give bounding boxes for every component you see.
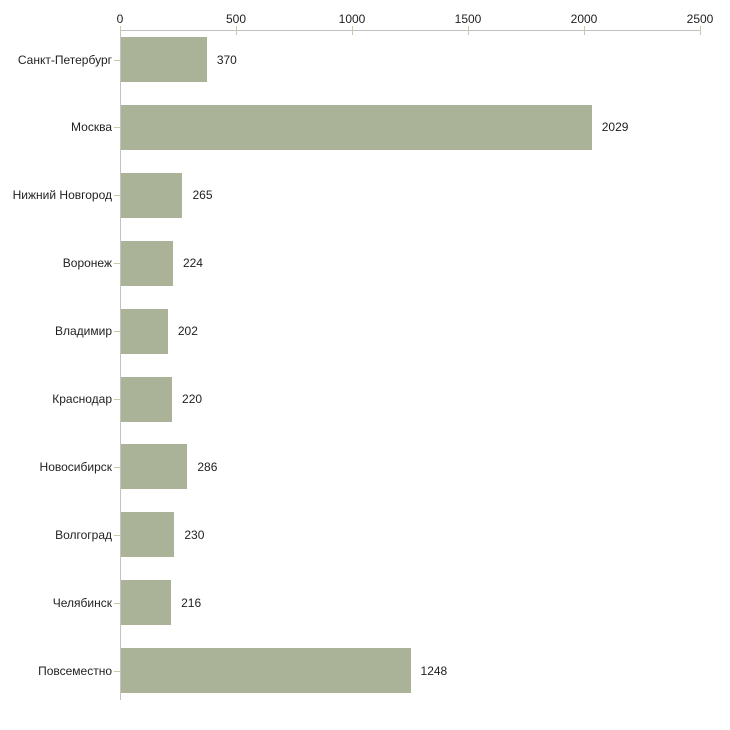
- value-label: 286: [197, 459, 218, 474]
- value-label: 265: [192, 188, 213, 203]
- x-axis-tick-label: 2000: [570, 12, 598, 26]
- bar-5: [121, 308, 168, 354]
- x-axis-tick-mark: [120, 26, 121, 35]
- value-label: 224: [182, 256, 203, 271]
- y-axis-tick-mark: [114, 534, 120, 536]
- y-axis-tick-mark: [114, 195, 120, 197]
- value-label: 220: [182, 392, 203, 406]
- bar-9: [121, 580, 172, 626]
- value-label: 216: [181, 595, 202, 610]
- y-axis-line: [120, 30, 121, 700]
- x-axis-tick-label: 2500: [686, 12, 714, 26]
- bar-2: [121, 104, 592, 150]
- category-label: Повсеместно: [38, 663, 112, 678]
- x-axis-tick-label: 0: [116, 12, 124, 26]
- x-axis-tick-mark: [700, 26, 701, 35]
- category-label: Новосибирск: [39, 459, 112, 474]
- category-label: Волгоград: [55, 527, 112, 542]
- category-label: Владимир: [54, 324, 112, 339]
- x-axis-tick-mark: [236, 26, 237, 35]
- category-label: Воронеж: [62, 256, 112, 271]
- bar-8: [121, 512, 175, 558]
- x-axis-tick-mark: [352, 26, 353, 35]
- bar-10: [121, 648, 411, 694]
- y-axis-tick-mark: [114, 670, 120, 672]
- value-label: 202: [177, 324, 198, 339]
- value-label: 1248: [420, 663, 448, 678]
- x-axis-tick-label: 1000: [338, 12, 366, 26]
- bar-7: [121, 444, 188, 490]
- bar-6: [121, 376, 173, 422]
- category-label: Краснодар: [52, 392, 112, 406]
- y-axis-tick-mark: [114, 127, 120, 129]
- x-axis-line: [120, 30, 700, 31]
- bar-3: [121, 172, 183, 218]
- value-label: 2029: [601, 120, 629, 135]
- x-axis-tick-mark: [468, 26, 469, 35]
- bar-1: [121, 37, 207, 82]
- x-axis-tick-label: 1500: [454, 12, 482, 26]
- y-axis-tick-mark: [114, 59, 120, 61]
- y-axis-tick-mark: [114, 602, 120, 604]
- bar-4: [121, 240, 173, 286]
- category-label: Санкт-Петербург: [17, 52, 112, 67]
- y-axis-tick-mark: [114, 263, 120, 265]
- category-label: Москва: [71, 120, 112, 135]
- y-axis-tick-mark: [114, 399, 120, 400]
- y-axis-tick-mark: [114, 466, 120, 468]
- y-axis-tick-mark: [114, 331, 120, 333]
- x-axis-tick-label: 500: [225, 12, 247, 26]
- value-label: 230: [184, 527, 205, 542]
- category-label: Челябинск: [52, 595, 112, 610]
- value-label: 370: [216, 52, 237, 67]
- category-label: Нижний Новгород: [12, 188, 112, 203]
- x-axis-tick-mark: [584, 26, 585, 35]
